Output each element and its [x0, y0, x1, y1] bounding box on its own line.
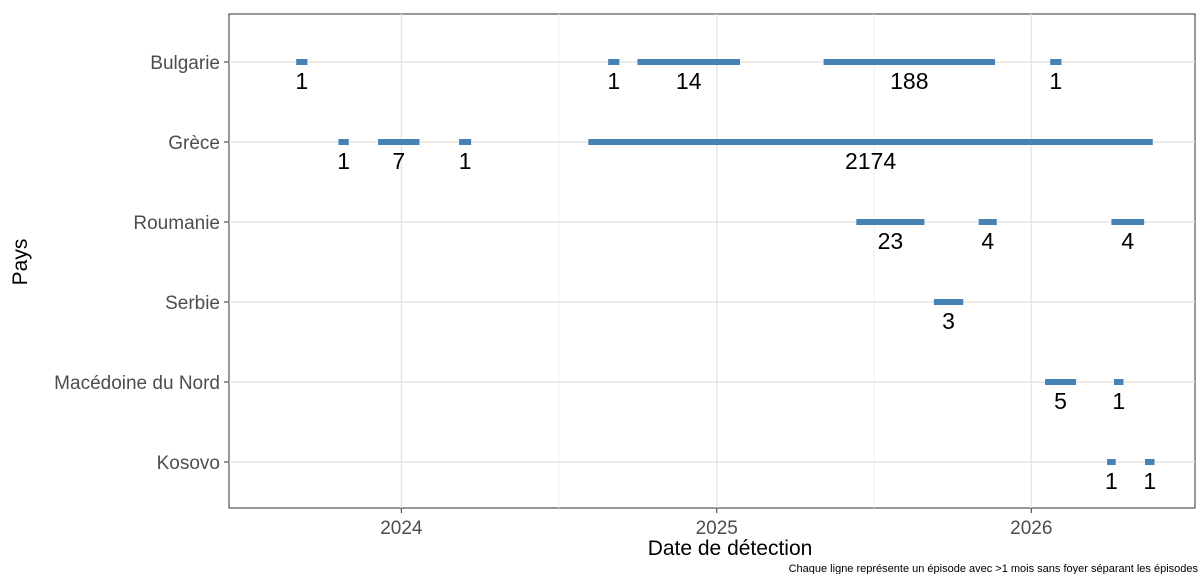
episode-count-label: 1 [1105, 468, 1118, 494]
episode-bar [978, 219, 997, 225]
y-axis-title: Pays [9, 239, 32, 286]
episode-bar [588, 139, 1153, 145]
episode-count-label: 23 [878, 228, 904, 254]
episode-count-label: 1 [1112, 388, 1125, 414]
episode-count-label: 1 [337, 148, 350, 174]
chart-caption: Chaque ligne représente un épisode avec … [789, 563, 1199, 574]
x-tick-label: 2025 [696, 518, 738, 539]
x-tick-label: 2026 [1010, 518, 1052, 539]
episode-bar [1045, 379, 1077, 385]
episode-bar [637, 59, 741, 65]
episode-bar [296, 59, 308, 65]
x-axis-title: Date de détection [648, 537, 813, 560]
episode-count-label: 2174 [845, 148, 896, 174]
episode-bar [933, 299, 964, 305]
y-category-label: Macédoine du Nord [54, 373, 220, 394]
episode-bar [1113, 379, 1124, 385]
episode-count-label: 4 [1121, 228, 1134, 254]
episode-bar [378, 139, 420, 145]
episode-count-label: 1 [607, 68, 620, 94]
episode-bar [338, 139, 349, 145]
y-category-label: Serbie [165, 293, 220, 314]
episode-count-label: 5 [1054, 388, 1067, 414]
episode-bar [1107, 459, 1116, 465]
y-category-label: Kosovo [157, 453, 220, 474]
episode-count-label: 1 [1049, 68, 1062, 94]
plot-panel [228, 13, 1196, 509]
episode-bar [1145, 459, 1155, 465]
episode-bar [823, 59, 996, 65]
x-tick-label: 2024 [380, 518, 423, 539]
episode-count-label: 7 [392, 148, 405, 174]
episode-bar [1050, 59, 1062, 65]
episode-bars [296, 59, 1155, 465]
y-axis: Bulgarie Grèce Roumanie Serbie Macédoine du … [54, 53, 229, 474]
episode-count-label: 1 [1143, 468, 1156, 494]
episode-bar [608, 59, 620, 65]
y-category-label: Bulgarie [150, 53, 220, 74]
episode-bar [459, 139, 472, 145]
episode-count-label: 3 [942, 308, 955, 334]
episode-count-label: 1 [459, 148, 472, 174]
y-category-label: Roumanie [133, 213, 220, 234]
episode-bar [856, 219, 925, 225]
episode-count-label: 14 [676, 68, 702, 94]
episode-count-label: 188 [890, 68, 928, 94]
episode-count-label: 1 [295, 68, 308, 94]
y-category-label: Grèce [168, 133, 220, 154]
episode-bar [1111, 219, 1145, 225]
x-axis: 2024 2025 2026 [380, 508, 1052, 539]
episode-count-label: 4 [981, 228, 994, 254]
